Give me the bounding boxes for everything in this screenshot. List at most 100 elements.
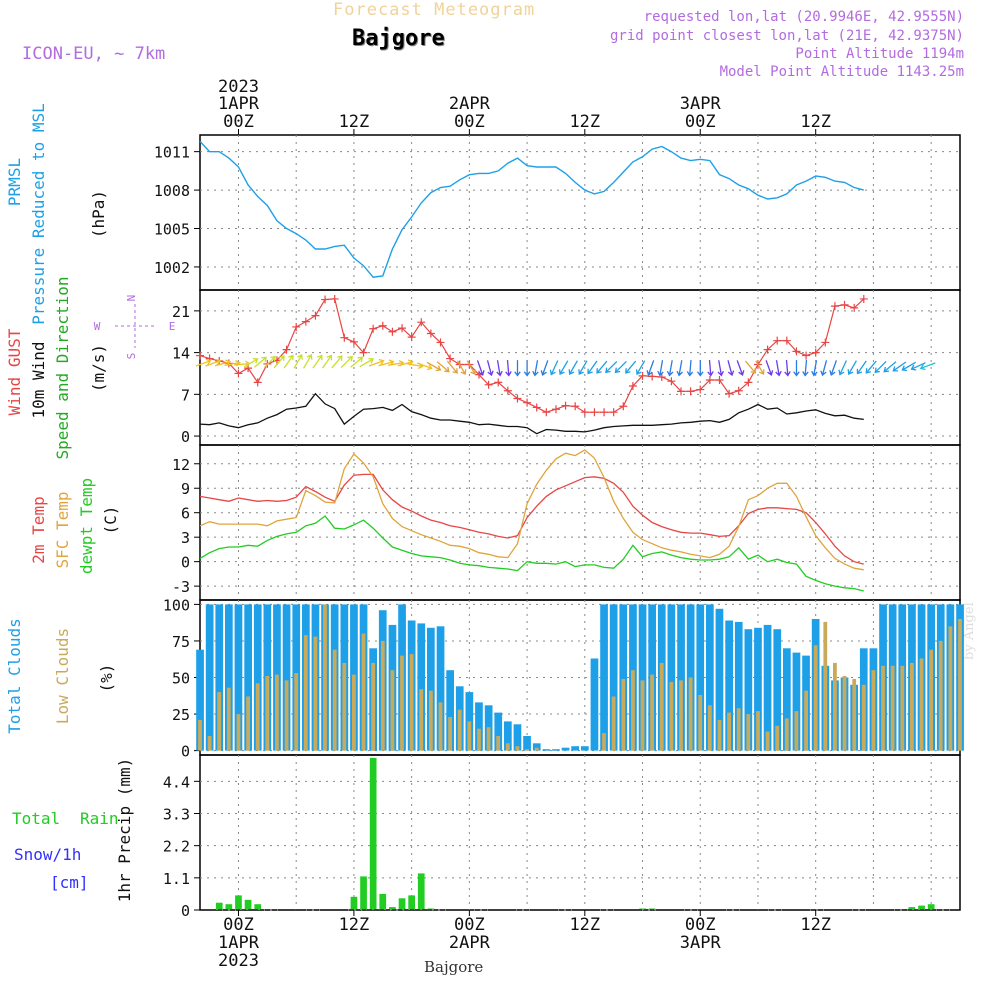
- wind-direction-arrow: [901, 361, 917, 372]
- wind-gust-marker: [253, 378, 262, 387]
- rain-bar: [235, 895, 242, 910]
- y-tick-label: 14: [172, 345, 190, 363]
- low-cloud-bar: [707, 705, 712, 751]
- rain-bar: [639, 908, 646, 910]
- wind-gust-marker: [446, 354, 455, 363]
- wind-direction-arrow: [727, 360, 735, 377]
- wind-direction-arrow: [793, 360, 800, 377]
- wind-gust-marker: [494, 378, 503, 387]
- wind-direction-arrow: [847, 360, 857, 375]
- wind-gust-marker: [580, 408, 589, 417]
- bottom-time-label: 12Z: [339, 915, 370, 935]
- wind-direction-arrow: [765, 360, 774, 376]
- total-cloud-bar: [792, 652, 801, 751]
- total-cloud-bar: [715, 608, 724, 751]
- rain-bar: [408, 895, 415, 910]
- low-cloud-bar: [246, 696, 250, 751]
- wind-direction-arrow: [717, 360, 724, 377]
- low-cloud-bar: [429, 690, 433, 751]
- total-cloud-bar: [600, 604, 608, 751]
- low-cloud-bar: [332, 649, 337, 751]
- y-tick-label: 50: [172, 670, 190, 688]
- wind-direction-arrow: [596, 360, 608, 374]
- wind-direction-arrow: [755, 360, 765, 375]
- y-tick-label: 12: [172, 456, 190, 474]
- low-cloud-bar: [861, 684, 866, 751]
- low-cloud-bar: [929, 649, 933, 751]
- precip-label-rain: Rain: [80, 809, 119, 828]
- low-cloud-bar: [611, 696, 616, 751]
- compass-north: N: [125, 295, 138, 302]
- requested-coordinates: requested lon,lat (20.9946E, 42.9555N): [643, 9, 964, 25]
- wind-direction-arrow: [646, 360, 655, 376]
- low-cloud-bar: [467, 721, 472, 751]
- y-tick-label: 1.1: [163, 870, 190, 888]
- y-axis-label: (C): [101, 506, 120, 535]
- wind-gust-marker: [551, 405, 560, 414]
- wind-gust-marker: [773, 336, 782, 345]
- total-cloud-bar: [677, 604, 685, 751]
- wind-direction-arrow: [476, 360, 485, 376]
- wind-direction-arrow: [568, 360, 578, 375]
- total-cloud-bar: [205, 604, 214, 751]
- bottom-time-label: 00Z: [685, 915, 716, 935]
- wind-gust-marker: [503, 386, 512, 395]
- wind-direction-arrow: [676, 360, 683, 377]
- y-tick-label: 4.4: [163, 773, 190, 791]
- wind-direction-arrow: [865, 360, 877, 374]
- wind-gust-marker: [561, 401, 570, 410]
- low-cloud-bar: [275, 674, 279, 751]
- low-cloud-bar: [794, 711, 799, 751]
- wind-gust-marker: [349, 337, 358, 346]
- low-cloud-bar: [833, 662, 837, 751]
- wind-gust-marker: [542, 408, 551, 417]
- wind-gust-marker: [321, 295, 330, 304]
- wind-gust-marker: [638, 371, 647, 380]
- wind-gust-marker: [484, 380, 493, 389]
- compass-cross: [115, 304, 157, 348]
- low-cloud-bar: [457, 709, 462, 751]
- y-tick-label: 21: [172, 303, 190, 321]
- low-cloud-bar: [207, 736, 212, 751]
- total-cloud-bar: [571, 746, 579, 751]
- point-altitude: Point Altitude 1194m: [795, 46, 964, 62]
- wind-gust-marker: [600, 408, 609, 417]
- wind-gust-marker: [378, 321, 387, 330]
- low-cloud-bar: [303, 635, 308, 751]
- compass-west: W: [94, 320, 101, 333]
- wind-gust-marker: [667, 377, 676, 386]
- wind-direction-arrow: [426, 361, 442, 372]
- rain-bar: [389, 907, 396, 910]
- total-cloud-bar: [619, 604, 628, 751]
- bottom-time-label: 00Z: [454, 915, 485, 935]
- y-axis-label: Total Clouds: [5, 618, 24, 734]
- wind-gust-marker: [811, 348, 820, 357]
- low-cloud-bar: [602, 733, 606, 751]
- low-cloud-bar: [900, 665, 905, 751]
- rain-bar: [225, 904, 233, 910]
- total-cloud-bar: [253, 604, 262, 751]
- low-cloud-bar: [217, 692, 222, 751]
- bottom-time-label: 12Z: [569, 915, 600, 935]
- low-cloud-bar: [958, 619, 962, 751]
- y-axis-label: Pressure Reduced to MSL: [29, 103, 48, 325]
- total-cloud-bar: [696, 604, 705, 751]
- total-cloud-bar: [282, 604, 291, 751]
- low-cloud-bar: [717, 719, 722, 751]
- low-cloud-bar: [784, 718, 789, 751]
- y-axis-label: (m/s): [89, 344, 108, 392]
- low-cloud-bar: [438, 702, 443, 751]
- top-time-label: 00Z: [685, 112, 716, 132]
- wind-direction-arrow: [283, 354, 294, 369]
- total-cloud-bar: [417, 623, 426, 751]
- total-cloud-bar: [561, 747, 570, 751]
- wind-gust-marker: [301, 317, 310, 326]
- top-time-label: 12Z: [800, 112, 831, 132]
- wind-gust-marker: [513, 394, 522, 403]
- wind-direction-arrow: [838, 360, 847, 376]
- y-tick-label: 0: [181, 554, 190, 572]
- wind-direction-arrow: [892, 361, 907, 372]
- rain-bar: [254, 904, 262, 910]
- wind-gust-marker: [523, 398, 532, 407]
- wind-gust-marker: [715, 376, 724, 385]
